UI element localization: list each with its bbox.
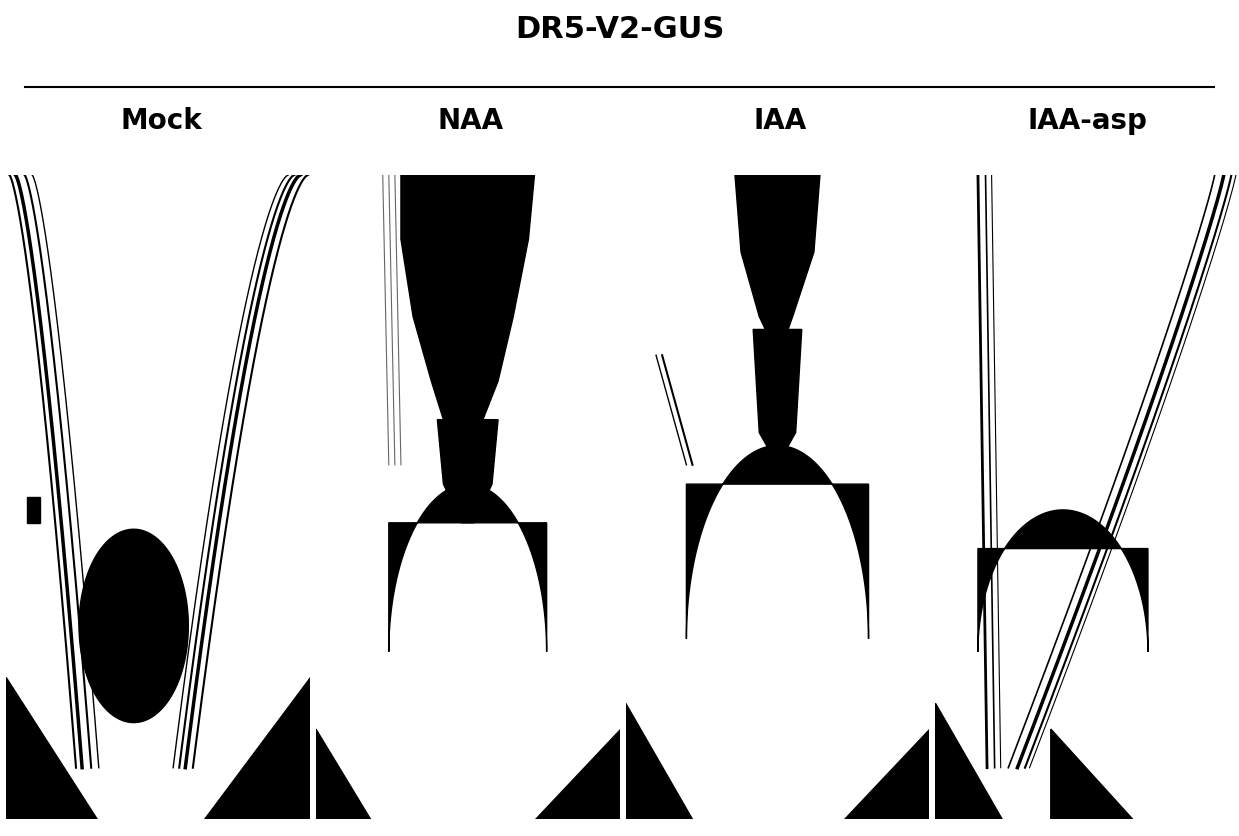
Polygon shape [27,497,40,523]
Polygon shape [389,485,546,652]
Polygon shape [686,446,869,639]
Text: NAA: NAA [437,107,504,135]
Polygon shape [844,729,929,819]
Polygon shape [316,729,370,819]
Text: IAA: IAA [755,107,807,135]
Text: Mock: Mock [120,107,202,135]
Polygon shape [1147,433,1239,819]
Polygon shape [6,678,97,819]
Polygon shape [534,729,620,819]
Text: DR5-V2-GUS: DR5-V2-GUS [515,15,724,43]
Polygon shape [978,510,1147,652]
Text: IAA-asp: IAA-asp [1028,107,1147,135]
Polygon shape [203,678,310,819]
Polygon shape [1051,729,1132,819]
Polygon shape [753,330,802,465]
Polygon shape [401,176,534,433]
Polygon shape [935,703,1002,819]
Polygon shape [735,176,820,343]
Polygon shape [79,530,188,722]
Polygon shape [437,421,498,523]
Polygon shape [626,703,693,819]
